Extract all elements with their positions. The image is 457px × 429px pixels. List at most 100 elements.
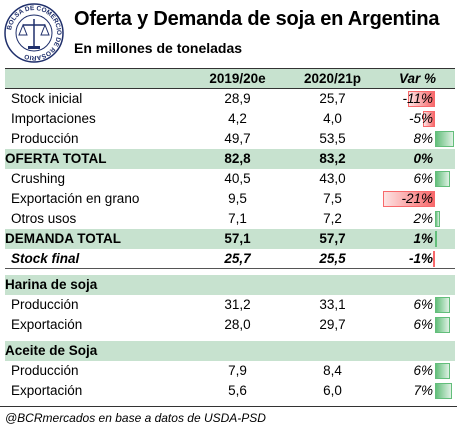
- positive-variation-bar: [435, 230, 437, 247]
- value-2020-21: 7,5: [323, 191, 342, 206]
- value-2019-20: 4,2: [228, 111, 247, 126]
- column-header: 2019/20e: [190, 68, 285, 89]
- value-2019-20: 28,9: [224, 91, 251, 107]
- table-row: DEMANDA TOTAL 57,1 57,7 1%: [5, 228, 455, 249]
- row-label: OFERTA TOTAL: [5, 148, 190, 169]
- value-2019-20: 7,1: [228, 211, 247, 226]
- section-empty-cell: [380, 274, 455, 295]
- value-2020-21: 25,5: [285, 248, 380, 269]
- value-2019-20: 31,2: [224, 297, 251, 312]
- variation-text: 6%: [413, 297, 433, 312]
- page-subtitle: En millones de toneladas: [74, 40, 243, 56]
- supply-demand-table: 2019/20e 2020/21p Var % Stock inicial 28,…: [5, 68, 455, 401]
- section-empty-cell: [285, 274, 380, 295]
- variation-text: 1%: [413, 231, 433, 246]
- negative-variation-bar: [433, 250, 435, 267]
- section-empty-cell: [285, 340, 380, 361]
- variation-text: -11%: [402, 91, 433, 107]
- row-label: Producción: [11, 131, 79, 146]
- variation-cell: 6%: [380, 295, 455, 315]
- value-2020-21: 57,7: [285, 228, 380, 249]
- value-2020-21: 8,4: [323, 363, 342, 378]
- variation-cell: 2%: [380, 209, 455, 229]
- table-row: Stock final 25,7 25,5 -1%: [5, 248, 455, 269]
- table-row: Stock inicial 28,9 25,7 -11%: [5, 89, 455, 109]
- variation-cell: 8%: [380, 129, 455, 149]
- variation-text: 7%: [413, 383, 433, 398]
- row-label: Exportación: [11, 317, 83, 332]
- value-2020-21: 4,0: [323, 111, 342, 126]
- value-2019-20: 40,5: [224, 171, 251, 186]
- table-row: Exportación 5,6 6,0 7%: [5, 381, 455, 401]
- variation-cell: 6%: [380, 315, 455, 335]
- variation-cell: -5%: [380, 109, 455, 129]
- row-label: Stock inicial: [11, 91, 83, 107]
- positive-variation-bar: [435, 210, 440, 227]
- value-2020-21: 43,0: [319, 171, 346, 186]
- row-label: DEMANDA TOTAL: [5, 228, 190, 249]
- value-2019-20: 9,5: [228, 191, 247, 206]
- table-row: OFERTA TOTAL 82,8 83,2 0%: [5, 148, 455, 169]
- row-label: Producción: [11, 297, 79, 312]
- value-2019-20: 57,1: [190, 228, 285, 249]
- positive-variation-bar: [435, 316, 450, 333]
- section-empty-cell: [380, 340, 455, 361]
- variation-cell: -1%: [380, 248, 455, 269]
- value-2019-20: 82,8: [190, 148, 285, 169]
- source-footer: @BCRmercados en base a datos de USDA-PSD: [0, 406, 457, 429]
- row-label: Producción: [11, 363, 79, 378]
- positive-variation-bar: [435, 382, 452, 399]
- positive-variation-bar: [435, 362, 450, 379]
- section-empty-cell: [190, 274, 285, 295]
- section-header-row: Harina de soja: [5, 274, 455, 295]
- bcr-logo-icon: BOLSA DE COMERCIO DE ROSARIO: [4, 3, 64, 63]
- variation-text: 0%: [413, 151, 433, 166]
- table-row: Producción 7,9 8,4 6%: [5, 361, 455, 381]
- value-2020-21: 25,7: [319, 91, 346, 107]
- row-label: Otros usos: [11, 211, 77, 226]
- table-header-row: 2019/20e 2020/21p Var %: [5, 68, 455, 89]
- row-label: Exportación en grano: [11, 191, 140, 206]
- positive-variation-bar: [435, 130, 454, 147]
- variation-text: -1%: [408, 250, 433, 266]
- column-header: [5, 68, 190, 89]
- negative-variation-bar: [423, 110, 435, 127]
- row-label: Exportación: [11, 383, 83, 398]
- value-2020-21: 29,7: [319, 317, 346, 332]
- positive-variation-bar: [435, 170, 450, 187]
- variation-cell: 6%: [380, 361, 455, 381]
- variation-text: -21%: [401, 191, 433, 206]
- table-row: Otros usos 7,1 7,2 2%: [5, 209, 455, 229]
- variation-cell: 7%: [380, 381, 455, 401]
- value-2020-21: 53,5: [319, 131, 346, 146]
- row-label: Importaciones: [11, 111, 96, 126]
- value-2020-21: 7,2: [323, 211, 342, 226]
- variation-cell: 0%: [380, 148, 455, 169]
- value-2019-20: 5,6: [228, 383, 247, 398]
- table-row: Exportación 28,0 29,7 6%: [5, 315, 455, 335]
- variation-cell: 6%: [380, 169, 455, 189]
- value-2019-20: 28,0: [224, 317, 251, 332]
- value-2020-21: 33,1: [319, 297, 346, 312]
- variation-text: -5%: [408, 111, 433, 126]
- table-row: Crushing 40,5 43,0 6%: [5, 169, 455, 189]
- variation-cell: -11%: [380, 89, 455, 109]
- variation-text: 2%: [413, 211, 433, 226]
- table-row: Producción 31,2 33,1 6%: [5, 295, 455, 315]
- section-title: Aceite de Soja: [5, 340, 190, 361]
- negative-variation-bar: [383, 190, 435, 207]
- variation-text: 6%: [413, 317, 433, 332]
- table-row: Importaciones 4,2 4,0 -5%: [5, 109, 455, 129]
- variation-cell: 1%: [380, 228, 455, 249]
- section-empty-cell: [190, 340, 285, 361]
- value-2020-21: 6,0: [323, 383, 342, 398]
- section-title: Harina de soja: [5, 274, 190, 295]
- negative-variation-bar: [408, 91, 435, 107]
- header: BOLSA DE COMERCIO DE ROSARIO Oferta y De…: [0, 0, 457, 66]
- page-title: Oferta y Demanda de soja en Argentina: [74, 8, 440, 30]
- column-header: 2020/21p: [285, 68, 380, 89]
- value-2019-20: 7,9: [228, 363, 247, 378]
- row-label: Crushing: [11, 171, 66, 186]
- section-header-row: Aceite de Soja: [5, 340, 455, 361]
- table-row: Exportación en grano 9,5 7,5 -21%: [5, 189, 455, 209]
